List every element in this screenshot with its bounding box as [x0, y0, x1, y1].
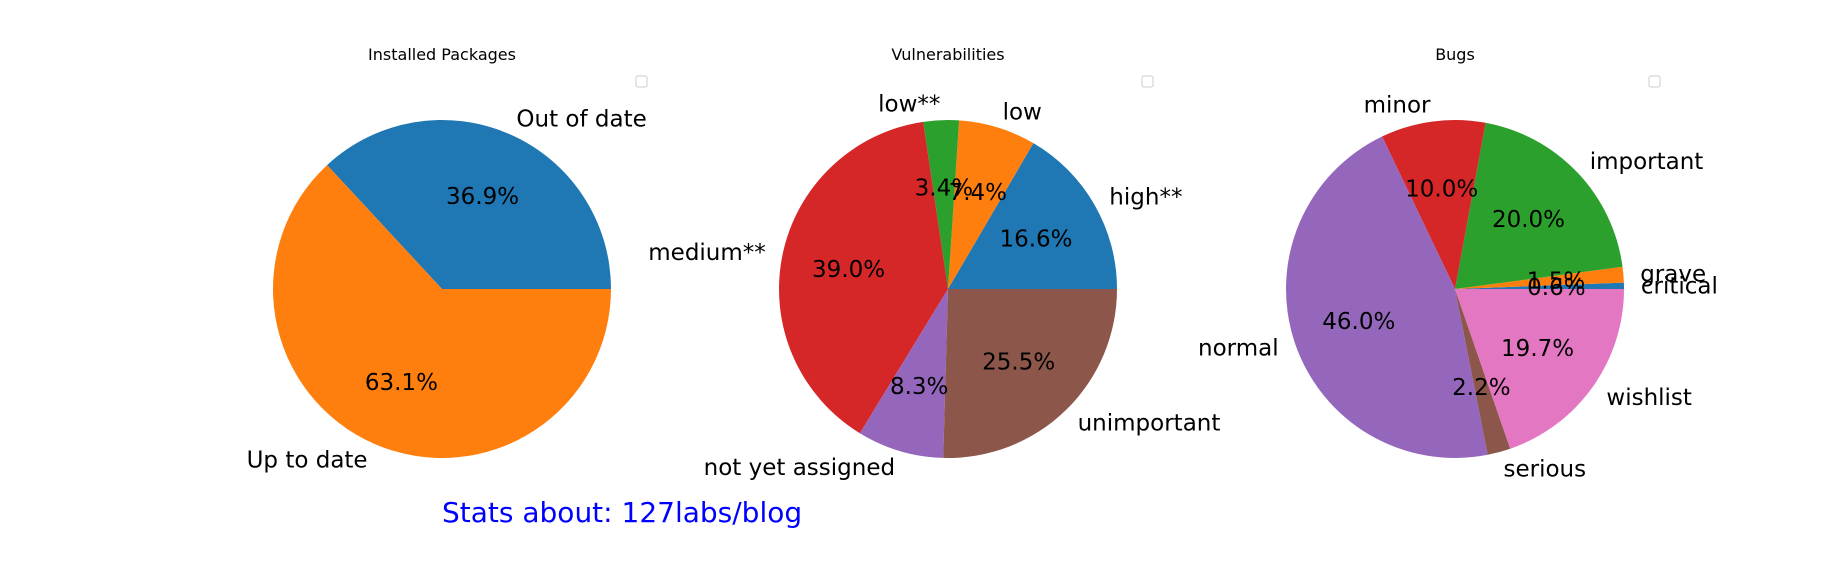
- chart-installed-packages-title: Installed Packages: [368, 45, 516, 64]
- chart-bugs-label-critical: critical: [1641, 274, 1718, 300]
- chart-vulnerabilities-slice-not-yet-assigned: [859, 289, 948, 458]
- chart-bugs-label-grave: grave: [1640, 261, 1706, 287]
- chart-vulnerabilities-label-low: low**: [878, 91, 940, 117]
- chart-vulnerabilities-label-unimportant: unimportant: [1078, 410, 1221, 436]
- chart-vulnerabilities-label-not-yet-assigned: not yet assigned: [704, 455, 895, 481]
- chart-vulnerabilities-pct-label-not-yet-assigned: 8.3%: [890, 374, 948, 400]
- chart-installed-packages-slice-up-to-date: [273, 165, 611, 459]
- chart-bugs-pct-label-minor: 10.0%: [1405, 177, 1478, 203]
- chart-installed-packages-legend-box: [635, 75, 648, 88]
- chart-vulnerabilities-slice-low: [923, 120, 960, 289]
- chart-vulnerabilities-slice-high: [948, 143, 1117, 289]
- chart-vulnerabilities-pct-label-unimportant: 25.5%: [982, 350, 1055, 376]
- chart-vulnerabilities-legend-box: [1141, 75, 1154, 88]
- chart-installed-packages-pct-label-up-to-date: 63.1%: [365, 370, 438, 396]
- chart-installed-packages-label-up-to-date: Up to date: [247, 447, 368, 473]
- chart-bugs-pct-label-wishlist: 19.7%: [1501, 336, 1574, 362]
- chart-vulnerabilities-title: Vulnerabilities: [891, 45, 1004, 64]
- chart-bugs-slice-grave: [1455, 266, 1624, 289]
- chart-bugs-pct-label-critical: 0.6%: [1527, 275, 1585, 301]
- footer-note: Stats about: 127labs/blog: [442, 496, 803, 529]
- chart-bugs-slice-normal: [1286, 136, 1488, 458]
- chart-bugs-pct-label-normal: 46.0%: [1322, 309, 1395, 335]
- chart-vulnerabilities-pct-label-low: 7.4%: [949, 180, 1007, 206]
- chart-bugs-label-wishlist: wishlist: [1606, 385, 1692, 411]
- chart-bugs-slice-serious: [1455, 289, 1511, 455]
- chart-bugs-slice-critical: [1455, 282, 1624, 289]
- chart-bugs-label-minor: minor: [1364, 93, 1431, 119]
- chart-installed-packages-pct-label-out-of-date: 36.9%: [446, 184, 519, 210]
- chart-vulnerabilities-slice-unimportant: [943, 289, 1117, 458]
- chart-bugs-pct-label-important: 20.0%: [1492, 207, 1565, 233]
- chart-vulnerabilities-pct-label-low: 3.4%: [915, 176, 973, 202]
- chart-bugs-slice-important: [1455, 122, 1623, 289]
- chart-bugs-pct-label-grave: 1.5%: [1527, 268, 1585, 294]
- chart-bugs-legend-box: [1648, 75, 1661, 88]
- chart-vulnerabilities-slice-medium: [779, 121, 948, 434]
- chart-vulnerabilities-pct-label-high: 16.6%: [999, 227, 1072, 253]
- chart-bugs-title: Bugs: [1435, 45, 1475, 64]
- chart-bugs-slice-wishlist: [1455, 289, 1624, 449]
- chart-installed-packages-slice-out-of-date: [327, 120, 611, 290]
- chart-vulnerabilities-label-high: high**: [1109, 185, 1182, 211]
- chart-bugs-label-important: important: [1590, 149, 1704, 175]
- chart-vulnerabilities-pct-label-medium: 39.0%: [812, 257, 885, 283]
- chart-installed-packages-label-out-of-date: Out of date: [516, 107, 646, 133]
- chart-vulnerabilities-label-medium: medium**: [648, 240, 766, 266]
- chart-bugs-label-normal: normal: [1198, 336, 1279, 362]
- chart-bugs-pct-label-serious: 2.2%: [1452, 375, 1510, 401]
- chart-vulnerabilities-label-low: low: [1003, 99, 1042, 125]
- chart-bugs-slice-minor: [1382, 120, 1486, 289]
- chart-vulnerabilities-slice-low: [948, 120, 1034, 290]
- chart-bugs-label-serious: serious: [1504, 457, 1587, 483]
